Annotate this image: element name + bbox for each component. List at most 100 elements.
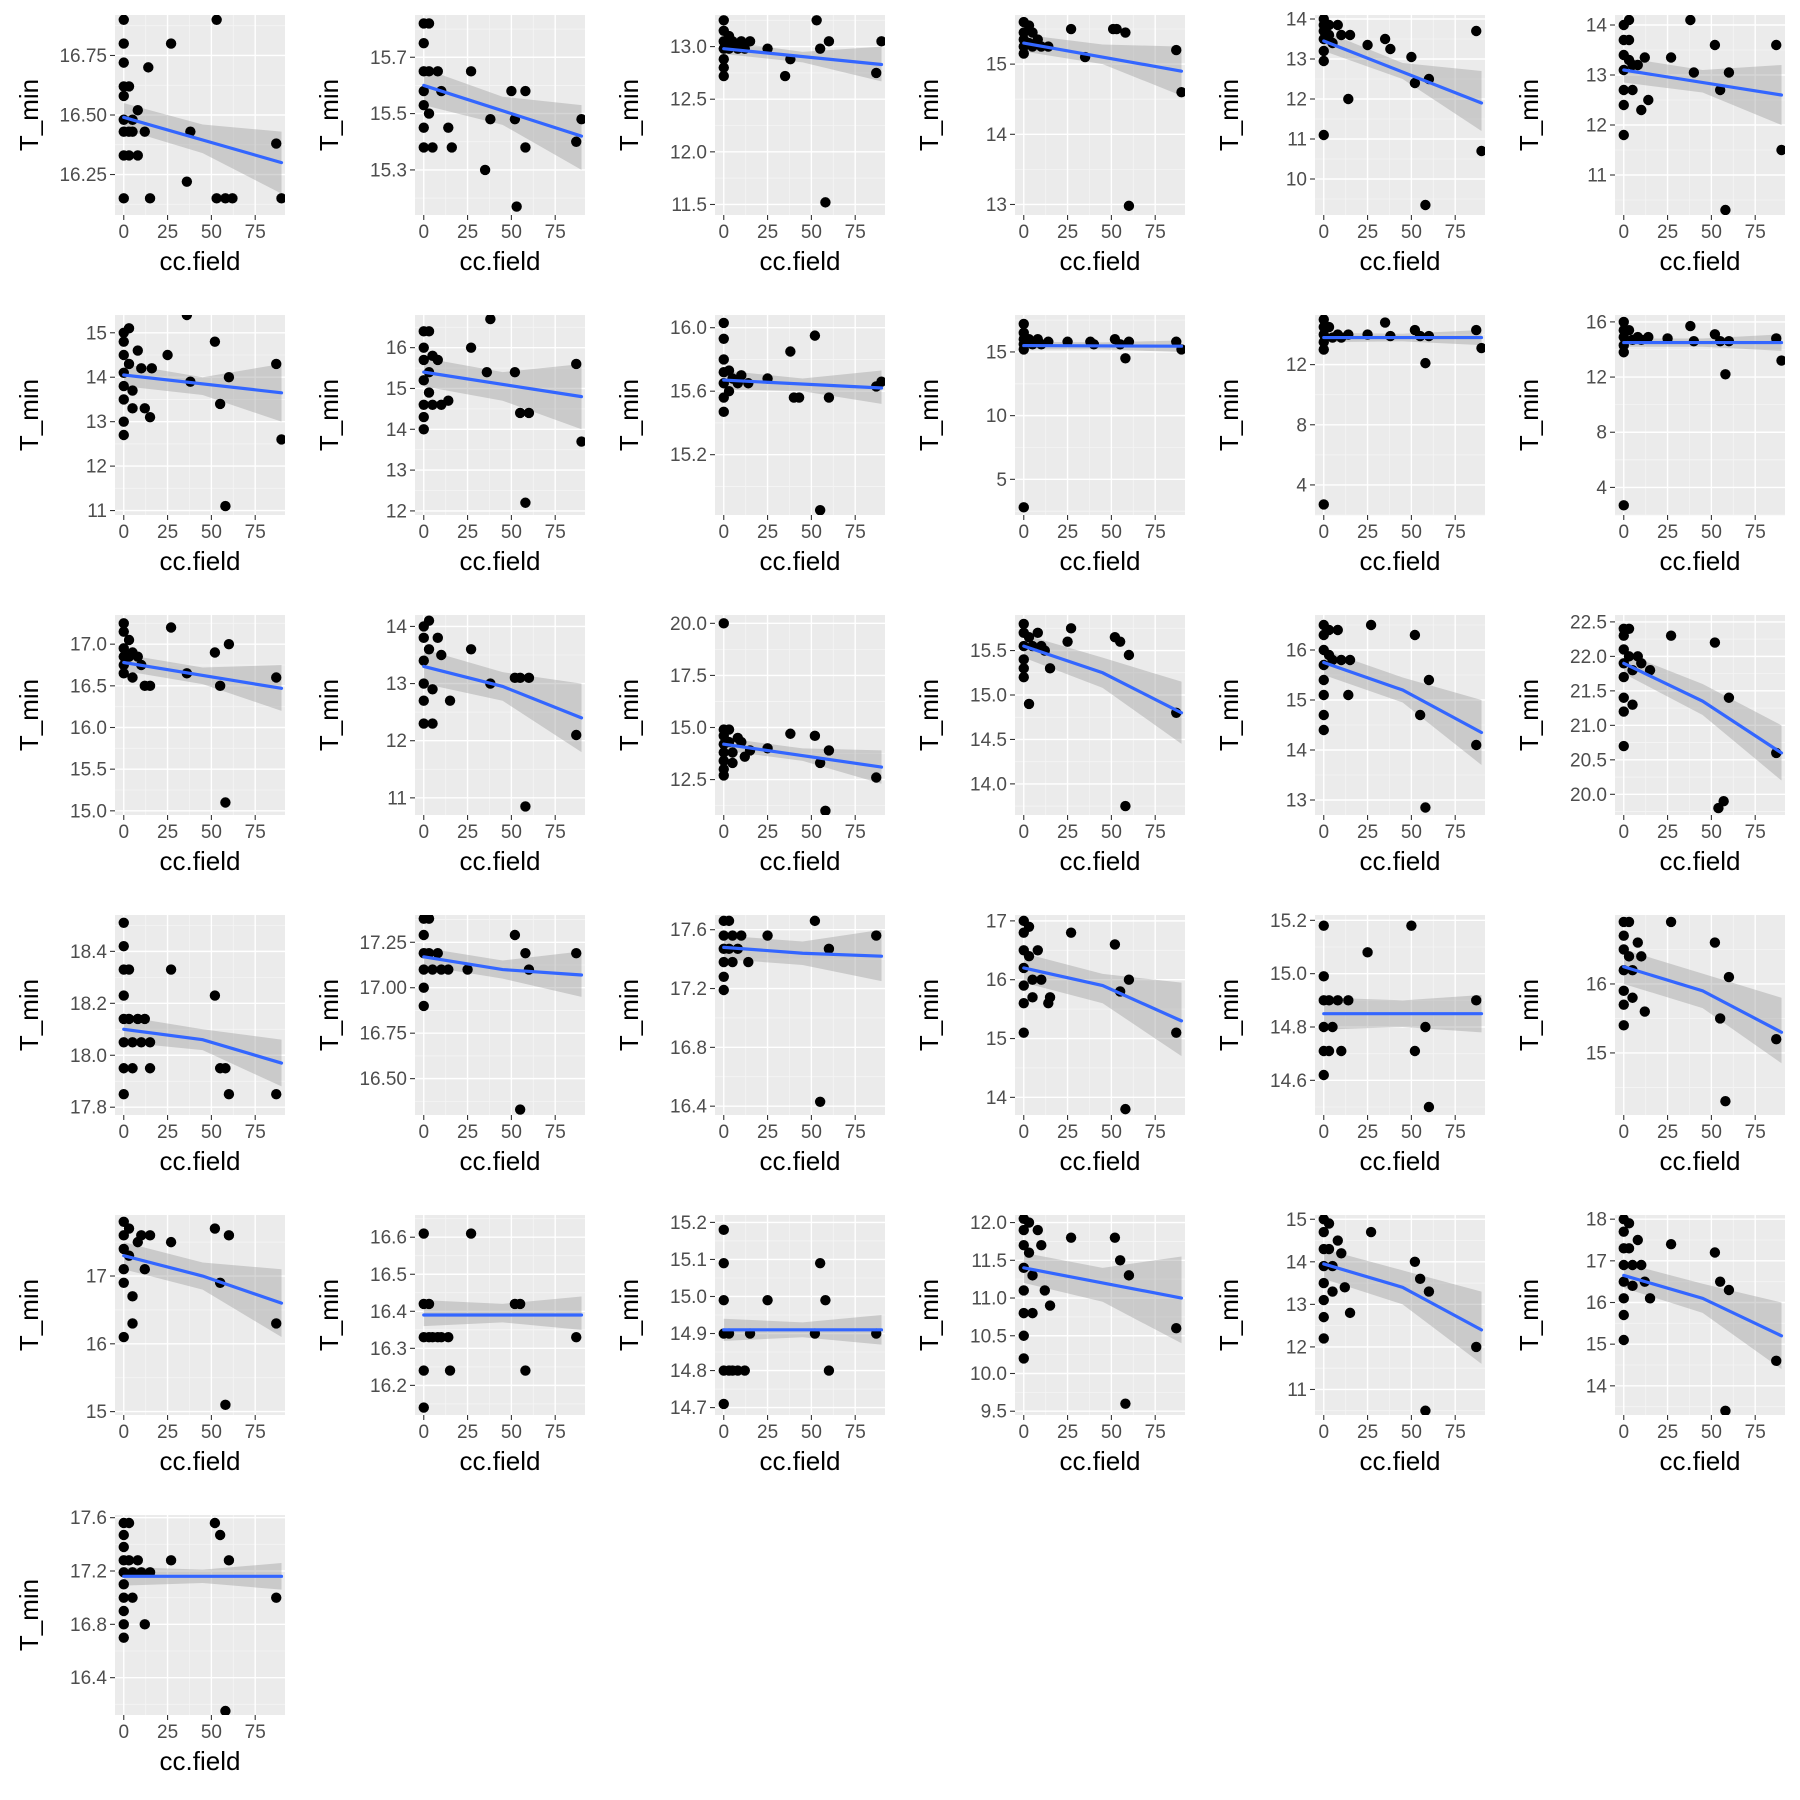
data-point [509, 366, 521, 378]
y-axis-title: T_min [914, 679, 944, 751]
y-tick-label: 14.7 [670, 1398, 707, 1419]
data-point [1032, 945, 1043, 956]
data-points [418, 915, 582, 1115]
data-point [136, 363, 147, 374]
data-point [1023, 1247, 1035, 1258]
data-point [1771, 1033, 1782, 1045]
y-tick-label: 8 [1596, 423, 1607, 444]
data-point [1420, 802, 1431, 813]
y-tick-label: 16.5 [370, 1265, 407, 1286]
panel-4: 0 25 50 75 13 14 15 cc.field T_min [914, 15, 1185, 276]
y-tick-label: 13 [1286, 50, 1307, 71]
y-axis-title: T_min [1214, 379, 1244, 451]
panel-13: 0 25 50 75 15.0 15.5 16.0 16.5 17.0 cc.field T_min [14, 615, 285, 876]
data-point [1618, 706, 1629, 717]
y-tick-label: 14 [386, 420, 408, 441]
data-point [1109, 1232, 1121, 1243]
x-tick-label: 25 [157, 1422, 178, 1443]
data-point [718, 333, 729, 345]
data-point [1618, 1020, 1629, 1031]
x-tick-label: 0 [1018, 822, 1029, 843]
data-point [520, 1365, 531, 1376]
data-point [718, 755, 729, 767]
y-tick-label: 15 [1286, 691, 1307, 712]
y-tick-label: 17.2 [670, 979, 707, 1000]
data-point [1318, 1226, 1329, 1238]
data-point [1723, 692, 1735, 703]
data-point [1323, 321, 1335, 333]
y-axis-title: T_min [1514, 979, 1544, 1051]
data-point [1627, 1280, 1638, 1292]
data-point [1018, 318, 1029, 330]
x-tick-label: 25 [1057, 222, 1078, 243]
x-tick-label: 75 [1445, 1122, 1466, 1143]
data-point [1032, 627, 1043, 638]
data-point [1018, 618, 1029, 630]
data-point [1636, 1259, 1647, 1271]
data-point [1771, 39, 1782, 51]
data-point [423, 18, 435, 29]
data-point [209, 647, 221, 658]
data-point [1318, 344, 1329, 355]
data-point [1120, 1398, 1131, 1409]
data-point [144, 1037, 156, 1048]
x-tick-label: 75 [1445, 1422, 1466, 1443]
data-point [123, 1517, 135, 1529]
data-point [418, 1000, 429, 1012]
data-point [1362, 39, 1373, 51]
trend-line [422, 955, 584, 977]
data-point [1471, 324, 1482, 336]
data-point [718, 317, 729, 329]
trend-line [422, 370, 584, 399]
data-point [165, 622, 177, 633]
x-tick-label: 25 [1657, 1422, 1678, 1443]
x-axis-title: cc.field [160, 846, 241, 876]
data-point [1336, 1045, 1347, 1057]
data-point [1409, 1256, 1421, 1268]
y-axis-title: T_min [14, 1579, 44, 1651]
data-point [511, 201, 522, 212]
x-tick-label: 25 [1657, 222, 1678, 243]
data-point [139, 126, 150, 137]
panel-2: 0 25 50 75 15.3 15.5 15.7 cc.field T_min [314, 15, 585, 276]
data-point [718, 62, 729, 73]
x-tick-label: 75 [245, 222, 266, 243]
trend-line [122, 115, 284, 165]
x-tick-label: 25 [1357, 1422, 1378, 1443]
data-point [118, 380, 129, 392]
x-tick-label: 25 [1057, 522, 1078, 543]
x-tick-label: 75 [545, 1422, 566, 1443]
data-point [1409, 629, 1421, 641]
data-point [718, 747, 729, 758]
data-point [1323, 29, 1335, 41]
y-tick-label: 16.4 [670, 1097, 707, 1118]
data-points [418, 615, 582, 812]
data-points [1318, 15, 1485, 211]
data-point [1027, 1270, 1038, 1281]
data-point [418, 1365, 429, 1376]
y-tick-label: 15 [1586, 1335, 1607, 1356]
y-tick-label: 17 [86, 1267, 107, 1288]
y-tick-label: 15.3 [370, 160, 407, 181]
data-point [1618, 1309, 1629, 1321]
data-point [1065, 623, 1077, 634]
x-tick-label: 0 [1618, 1422, 1629, 1443]
data-point [485, 315, 496, 325]
data-point [209, 1223, 221, 1234]
data-point [1039, 1285, 1050, 1296]
y-tick-label: 11.5 [671, 195, 707, 216]
y-tick-label: 17.5 [670, 666, 707, 687]
data-point [736, 930, 747, 941]
data-point [1323, 624, 1335, 636]
x-tick-label: 50 [801, 1122, 822, 1143]
data-point [1476, 342, 1485, 354]
data-point [118, 1063, 129, 1074]
y-tick-label: 16 [1286, 641, 1307, 662]
confidence-band [123, 103, 282, 194]
data-point [1111, 23, 1122, 35]
y-tick-label: 11 [1287, 1380, 1307, 1401]
data-point [418, 99, 429, 111]
y-tick-label: 16.50 [359, 1069, 407, 1090]
data-point [1123, 200, 1135, 212]
data-point [1023, 1217, 1035, 1228]
